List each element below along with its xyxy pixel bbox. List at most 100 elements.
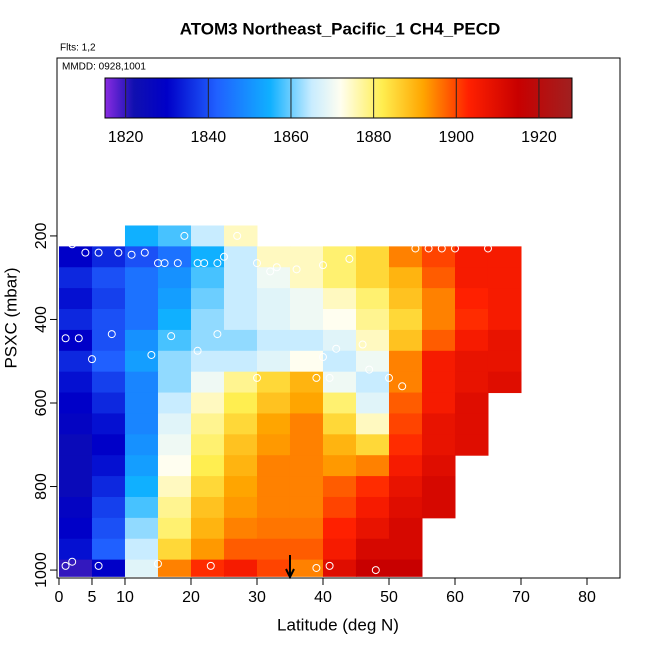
heatmap-cell xyxy=(190,350,225,373)
sample-point xyxy=(114,248,123,257)
colorbar-tick-label: 1900 xyxy=(438,129,474,146)
sample-point xyxy=(450,244,459,253)
heatmap-cell xyxy=(454,371,489,394)
heatmap-cell xyxy=(355,309,390,331)
heatmap-cell xyxy=(124,329,159,352)
heatmap-cell xyxy=(355,288,390,310)
heatmap-cell xyxy=(421,288,456,310)
heatmap-cell xyxy=(190,476,225,498)
heatmap-cell xyxy=(256,371,291,394)
sample-point xyxy=(213,330,222,339)
heatmap-cell xyxy=(487,267,522,289)
sample-point xyxy=(219,252,228,261)
heatmap-cell xyxy=(322,267,357,289)
heatmap-cell xyxy=(124,476,159,498)
y-tick-label: 200 xyxy=(33,222,50,249)
heatmap-cell xyxy=(322,434,357,456)
heatmap-cell xyxy=(388,517,423,540)
heatmap-cell xyxy=(58,413,93,435)
sample-point xyxy=(272,263,281,272)
sample-point xyxy=(318,261,327,270)
sample-point xyxy=(312,373,321,382)
heatmap-cell xyxy=(124,517,159,540)
heatmap-cell xyxy=(91,246,126,268)
heatmap-cell xyxy=(157,434,192,456)
heatmap-cell xyxy=(58,455,93,477)
sample-point xyxy=(325,561,334,570)
y-tick-label: 600 xyxy=(33,390,50,417)
heatmap-cell xyxy=(223,538,258,561)
heatmap-cell xyxy=(421,267,456,289)
heatmap-cell xyxy=(289,350,324,373)
heatmap-cell xyxy=(124,350,159,373)
heatmap-cell xyxy=(157,246,192,268)
y-tick-label: 1000 xyxy=(33,552,50,588)
heatmap-cell xyxy=(157,413,192,435)
heatmap-cell xyxy=(388,455,423,477)
dates-label: MMDD: 0928,1001 xyxy=(62,62,146,73)
heatmap-cell xyxy=(190,267,225,289)
heatmap-cell xyxy=(454,267,489,289)
sample-point xyxy=(437,244,446,253)
heatmap-cell xyxy=(256,434,291,456)
heatmap-cell xyxy=(355,517,390,540)
y-tick-label: 400 xyxy=(33,306,50,333)
heatmap-cell xyxy=(289,329,324,352)
heatmap-cell xyxy=(454,413,489,435)
heatmap-cell xyxy=(223,476,258,498)
y-axis-label: PSXC (mbar) xyxy=(1,267,20,368)
x-tick-label: 50 xyxy=(380,589,398,606)
location-arrow xyxy=(285,555,295,580)
heatmap-cell xyxy=(289,538,324,561)
heatmap-cell xyxy=(256,309,291,331)
colorbar-tick-label: 1820 xyxy=(108,129,144,146)
heatmap-cell xyxy=(223,455,258,477)
heatmap-cell xyxy=(487,350,522,373)
heatmap-cell xyxy=(421,309,456,331)
heatmap-cell xyxy=(256,329,291,352)
sample-point xyxy=(87,355,96,364)
heatmap-cell xyxy=(289,267,324,289)
heatmap-cell xyxy=(421,476,456,498)
heatmap-cell xyxy=(58,559,93,577)
heatmap-cell xyxy=(124,434,159,456)
heatmap-cell xyxy=(124,267,159,289)
heatmap-cell xyxy=(91,496,126,519)
heatmap-cell xyxy=(355,413,390,435)
heatmap-cell xyxy=(190,329,225,352)
heatmap-cell xyxy=(421,413,456,435)
sample-point xyxy=(140,248,149,257)
heatmap-cell xyxy=(421,350,456,373)
heatmap-cell xyxy=(322,559,357,577)
heatmap-cell xyxy=(322,517,357,540)
heatmap-cell xyxy=(223,413,258,435)
heatmap-cell xyxy=(91,434,126,456)
sample-point xyxy=(107,330,116,339)
heatmap-cell xyxy=(388,371,423,394)
heatmap-cell xyxy=(322,538,357,561)
heatmap-cell xyxy=(454,246,489,268)
heatmap-cell xyxy=(190,413,225,435)
heatmap-cell xyxy=(157,225,192,247)
heatmap-cell xyxy=(157,309,192,331)
heatmap-cell xyxy=(91,309,126,331)
heatmap-cell xyxy=(289,517,324,540)
heatmap-cell xyxy=(421,371,456,394)
heatmap-cell xyxy=(157,517,192,540)
heatmap-cell xyxy=(355,434,390,456)
heatmap-cell xyxy=(190,309,225,331)
sample-point xyxy=(153,559,162,568)
sample-point xyxy=(483,244,492,253)
x-tick-label: 5 xyxy=(88,589,97,606)
flights-label: Flts: 1,2 xyxy=(60,43,96,54)
sample-point xyxy=(398,382,407,391)
heatmap-cell xyxy=(322,413,357,435)
heatmap-cell xyxy=(124,246,159,268)
sample-point xyxy=(94,561,103,570)
colorbar-tick-label: 1920 xyxy=(521,129,557,146)
x-tick-label: 40 xyxy=(314,589,332,606)
sample-point xyxy=(94,248,103,257)
heatmap-cell xyxy=(223,246,258,268)
heatmap-cell xyxy=(487,246,522,268)
